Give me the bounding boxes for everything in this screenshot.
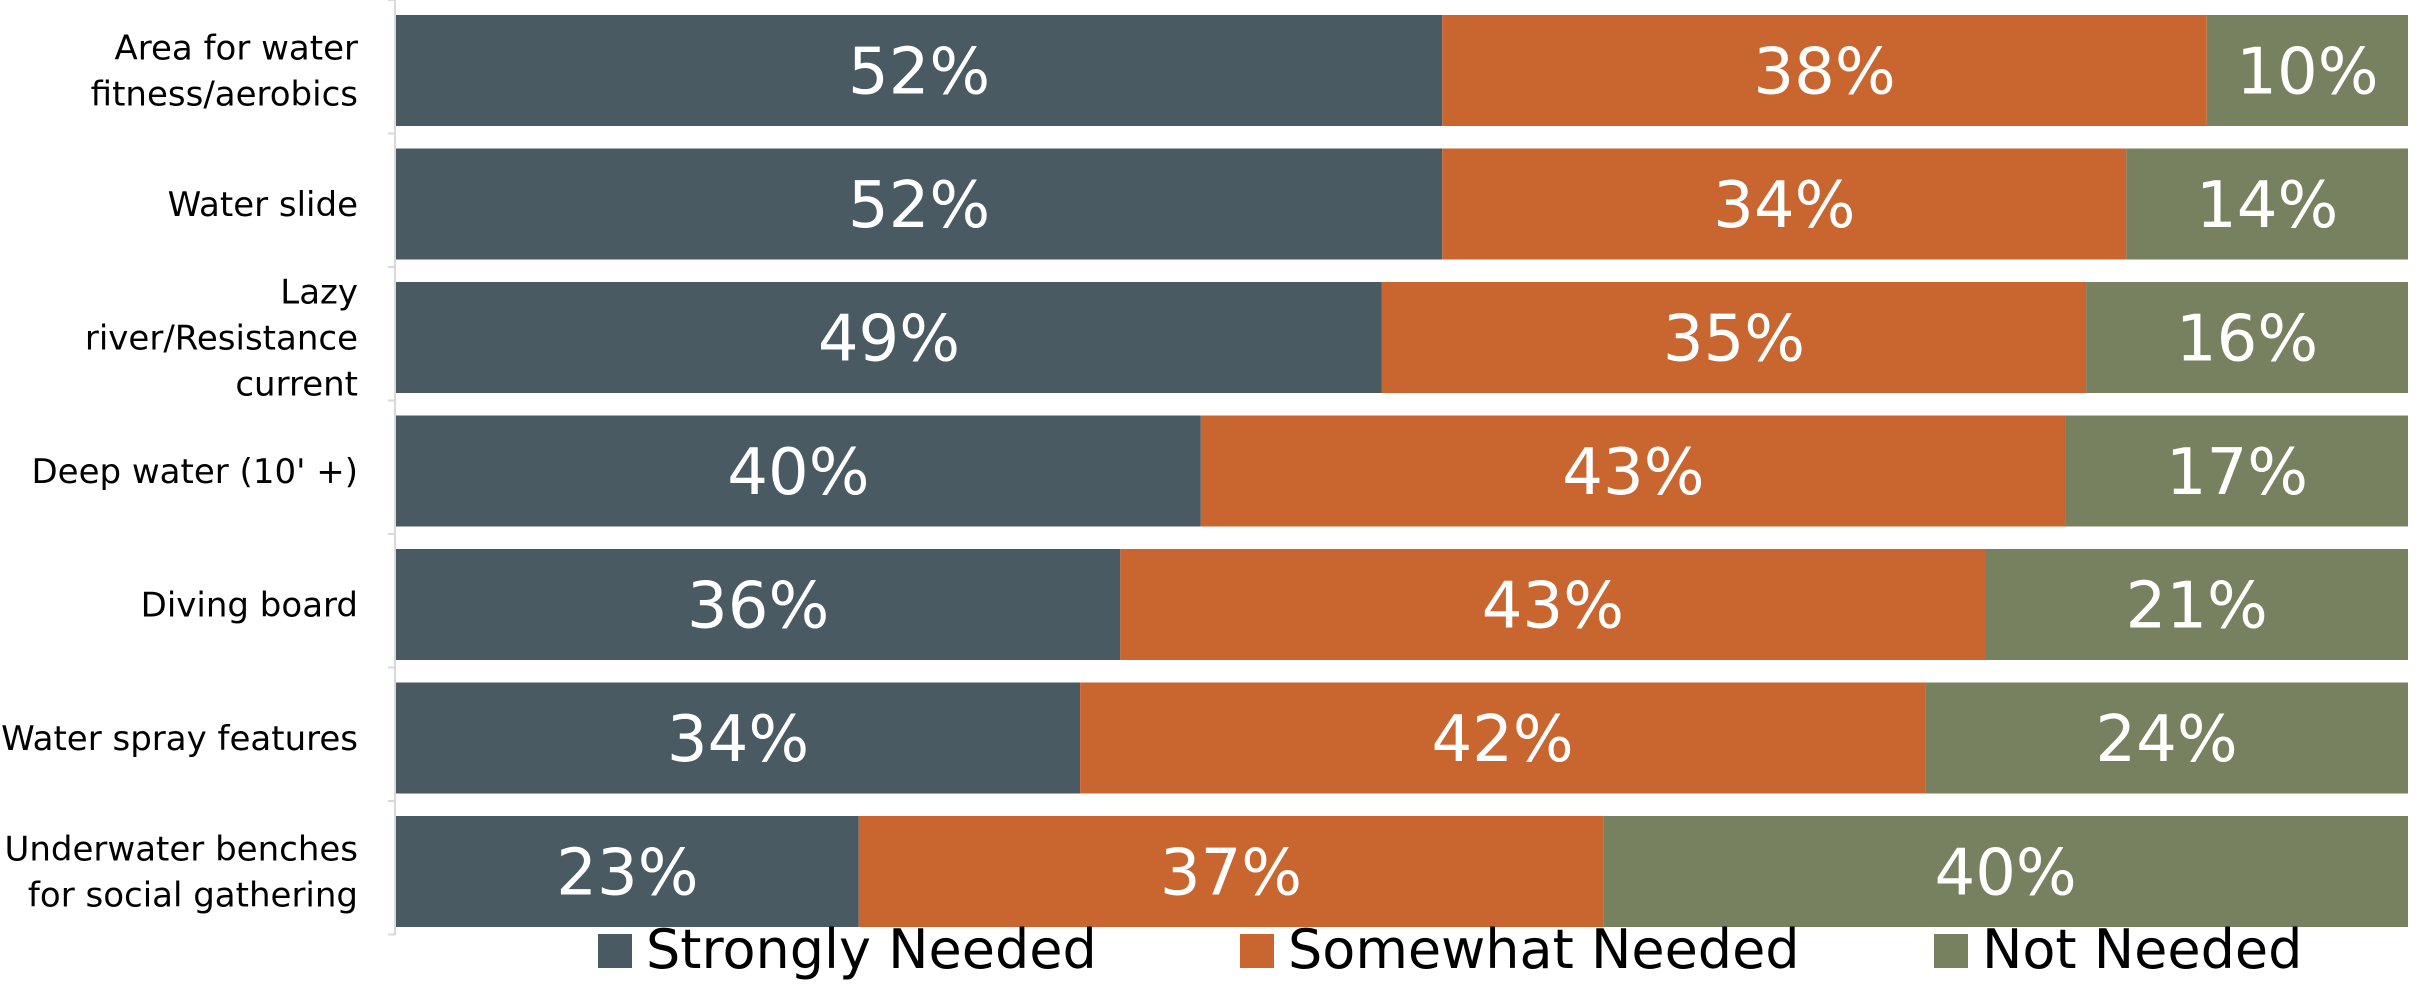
- category-label-area-for-water-fitness-aerobics: Area for water fitness/aerobics: [91, 29, 358, 115]
- bar-segment-somewhat-needed-water-slide: [1442, 148, 2127, 260]
- category-label-water-spray-features: Water spray features: [1, 719, 358, 759]
- legend-swatch-not-needed: [1934, 934, 1968, 968]
- data-label-strongly-needed-deep-water-10: 40%: [727, 436, 869, 510]
- data-label-strongly-needed-water-spray-features: 34%: [667, 703, 809, 777]
- data-label-not-needed-underwater-benches-for-social-gathering: 40%: [1934, 837, 2076, 911]
- category-label-diving-board: Diving board: [141, 586, 358, 626]
- bar-segment-strongly-needed-deep-water-10: [396, 415, 1201, 527]
- legend-swatch-somewhat-needed: [1240, 934, 1274, 968]
- bar-segment-not-needed-underwater-benches-for-social-gathering: [1603, 816, 2408, 927]
- legend-label-strongly-needed: Strongly Needed: [646, 918, 1097, 981]
- data-label-somewhat-needed-deep-water-10: 43%: [1562, 436, 1704, 510]
- data-label-somewhat-needed-water-slide: 34%: [1713, 169, 1855, 243]
- bar-segment-strongly-needed-water-slide: [396, 148, 1443, 260]
- bar-segment-strongly-needed-underwater-benches-for-social-gathering: [396, 816, 859, 927]
- bar-segment-not-needed-area-for-water-fitness-aerobics: [2206, 15, 2408, 126]
- data-label-strongly-needed-underwater-benches-for-social-gathering: 23%: [556, 837, 698, 911]
- data-label-not-needed-diving-board: 21%: [2126, 570, 2268, 644]
- data-label-somewhat-needed-lazy-river-resistance-current: 35%: [1663, 303, 1805, 377]
- data-label-not-needed-area-for-water-fitness-aerobics: 10%: [2236, 36, 2378, 110]
- data-label-somewhat-needed-area-for-water-fitness-aerobics: 38%: [1753, 36, 1895, 110]
- category-label-lazy-river-resistance-current: Lazy river/Resistance current: [85, 273, 358, 405]
- bar-segment-strongly-needed-water-spray-features: [396, 682, 1081, 794]
- bar-segment-somewhat-needed-water-spray-features: [1080, 682, 1926, 794]
- data-label-not-needed-lazy-river-resistance-current: 16%: [2176, 303, 2318, 377]
- legend-label-somewhat-needed: Somewhat Needed: [1288, 918, 1800, 981]
- bar-segment-not-needed-deep-water-10: [2065, 415, 2408, 527]
- data-label-strongly-needed-area-for-water-fitness-aerobics: 52%: [848, 36, 990, 110]
- category-label-water-slide: Water slide: [168, 185, 358, 225]
- data-label-not-needed-water-spray-features: 24%: [2095, 703, 2237, 777]
- category-label-deep-water-10: Deep water (10' +): [31, 452, 358, 492]
- legend-label-not-needed: Not Needed: [1982, 918, 2302, 981]
- data-label-somewhat-needed-diving-board: 43%: [1482, 570, 1624, 644]
- data-label-not-needed-water-slide: 14%: [2196, 169, 2338, 243]
- data-label-somewhat-needed-water-spray-features: 42%: [1431, 703, 1573, 777]
- bar-segment-somewhat-needed-deep-water-10: [1200, 415, 2066, 527]
- bar-segment-strongly-needed-lazy-river-resistance-current: [396, 282, 1382, 393]
- bar-segment-not-needed-water-spray-features: [1925, 682, 2408, 794]
- category-label-underwater-benches-for-social-gathering: Underwater benches for social gathering: [4, 830, 358, 916]
- bar-segment-not-needed-diving-board: [1985, 549, 2408, 660]
- data-label-strongly-needed-water-slide: 52%: [848, 169, 990, 243]
- bar-segment-strongly-needed-diving-board: [396, 549, 1121, 660]
- bar-segment-not-needed-water-slide: [2126, 148, 2408, 260]
- bar-segment-somewhat-needed-underwater-benches-for-social-gathering: [858, 816, 1604, 927]
- bar-segment-not-needed-lazy-river-resistance-current: [2086, 282, 2408, 393]
- plot-area: Area for water fitness/aerobics 52% 38% 10% W…: [1, 0, 2408, 936]
- bar-segment-somewhat-needed-diving-board: [1120, 549, 1986, 660]
- data-label-somewhat-needed-underwater-benches-for-social-gathering: 37%: [1160, 837, 1302, 911]
- legend: Strongly Needed Somewhat Needed Not Needed: [598, 918, 2302, 981]
- legend-swatch-strongly-needed: [598, 934, 632, 968]
- data-label-strongly-needed-lazy-river-resistance-current: 49%: [818, 303, 960, 377]
- data-label-strongly-needed-diving-board: 36%: [687, 570, 829, 644]
- data-label-not-needed-deep-water-10: 17%: [2166, 436, 2308, 510]
- bar-segment-strongly-needed-area-for-water-fitness-aerobics: [396, 15, 1443, 126]
- bar-segment-somewhat-needed-area-for-water-fitness-aerobics: [1442, 15, 2207, 126]
- bar-segment-somewhat-needed-lazy-river-resistance-current: [1381, 282, 2087, 393]
